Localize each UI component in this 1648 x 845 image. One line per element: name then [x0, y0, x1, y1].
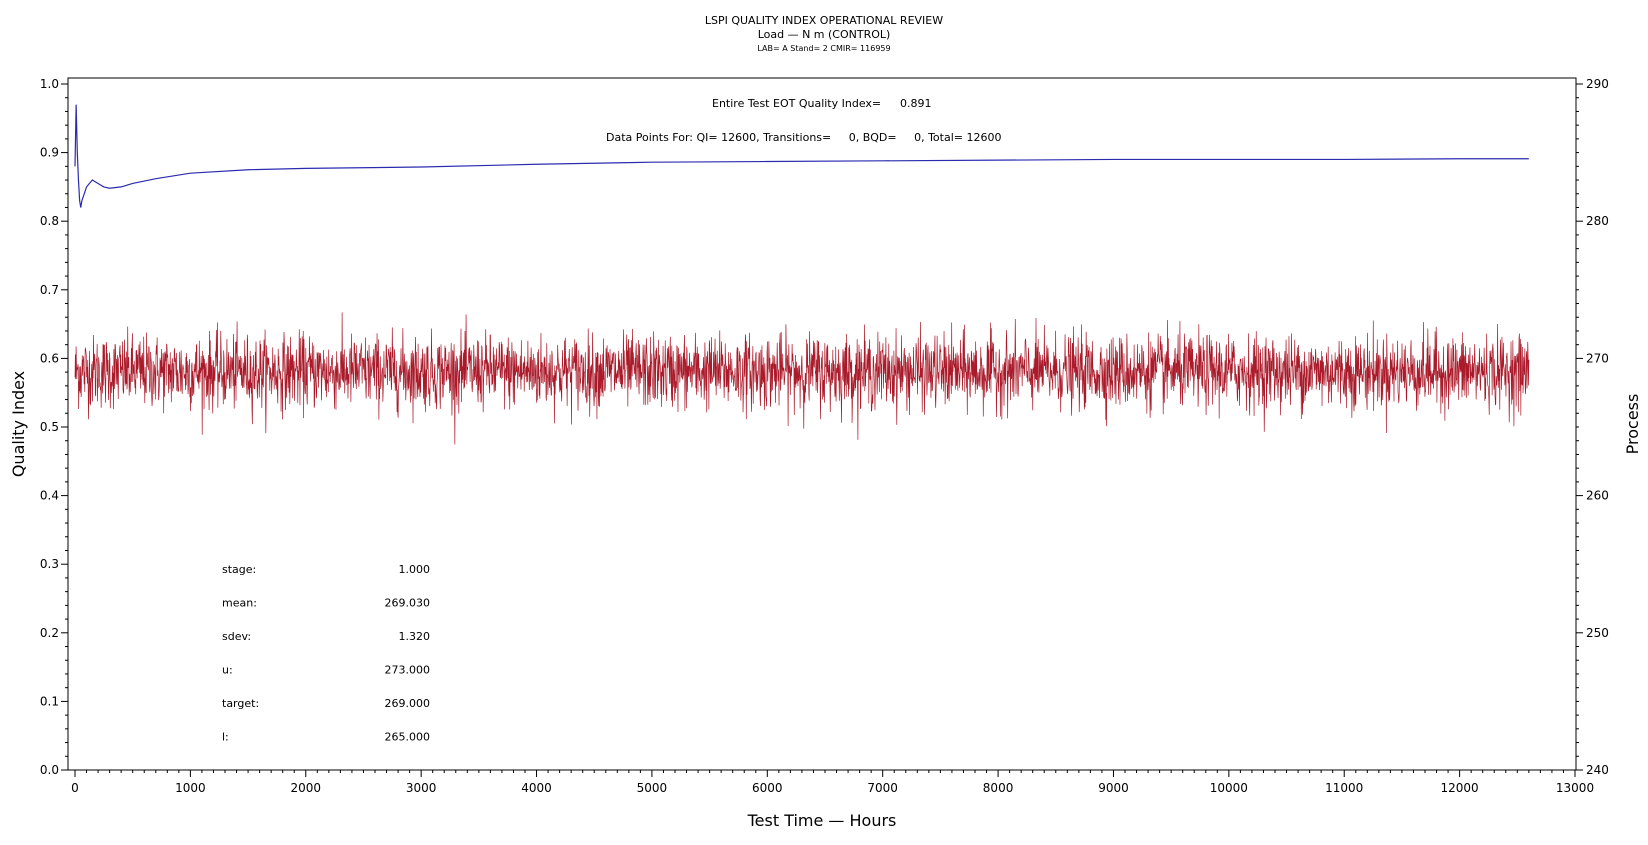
x-tick-label: 10000 — [1210, 781, 1248, 795]
y-tick-label: 0.8 — [40, 214, 59, 228]
data-points-annotation: Data Points For: QI= 12600, Transitions=… — [606, 131, 1001, 144]
x-tick-label: 13000 — [1556, 781, 1594, 795]
quality-index-series-line — [74, 104, 1529, 208]
y-tick-label: 0.0 — [40, 763, 59, 777]
stat-label: mean: — [222, 597, 257, 610]
y-tick-label: 0.5 — [40, 420, 59, 434]
stats-table: stage: 1.000 mean: 269.030 sdev: 1.320 u: 273.0… — [222, 563, 430, 744]
process-series-line — [74, 312, 1530, 445]
y2-tick-label: 270 — [1586, 351, 1609, 365]
y-tick-label: 0.6 — [40, 351, 59, 365]
x-tick-label: 2000 — [290, 781, 321, 795]
stat-value: 269.030 — [385, 597, 431, 610]
x-tick-label: 5000 — [637, 781, 668, 795]
y2-tick-label: 290 — [1586, 77, 1609, 91]
stat-label: sdev: — [222, 630, 251, 643]
y2-tick-label: 240 — [1586, 763, 1609, 777]
y-tick-label: 1.0 — [40, 77, 59, 91]
x-tick-label: 8000 — [983, 781, 1014, 795]
qi-annotation-value: 0.891 — [900, 97, 932, 110]
x-tick-label: 3000 — [406, 781, 437, 795]
axis-ticks — [61, 83, 1583, 777]
x-tick-label: 4000 — [521, 781, 552, 795]
stat-label: u: — [222, 664, 233, 677]
x-tick-label: 7000 — [867, 781, 898, 795]
x-axis-title: Test Time — Hours — [747, 811, 897, 830]
stat-label: target: — [222, 697, 259, 710]
stat-value: 273.000 — [385, 664, 431, 677]
x-tick-label: 0 — [71, 781, 79, 795]
x-tick-label: 1000 — [175, 781, 206, 795]
y-axis-title: Quality Index — [9, 371, 28, 477]
y-tick-label: 0.4 — [40, 489, 59, 503]
axis-tick-labels: 0 1000 2000 3000 4000 5000 6000 7000 8000 9000 100… — [40, 77, 1609, 795]
y2-tick-label: 250 — [1586, 626, 1609, 640]
qi-annotation-label: Entire Test EOT Quality Index= — [712, 97, 881, 110]
y-tick-label: 0.7 — [40, 283, 59, 297]
chart-subtitle: Load — N m (CONTROL) — [757, 28, 891, 41]
chart-title: LSPI QUALITY INDEX OPERATIONAL REVIEW — [704, 14, 944, 27]
y-tick-label: 0.1 — [40, 694, 59, 708]
stat-value: 269.000 — [385, 697, 431, 710]
x-tick-label: 12000 — [1441, 781, 1479, 795]
y2-tick-label: 280 — [1586, 214, 1609, 228]
x-tick-label: 9000 — [1098, 781, 1129, 795]
stat-label: stage: — [222, 563, 256, 576]
plot-frame — [67, 77, 1577, 771]
x-tick-label: 11000 — [1325, 781, 1363, 795]
stat-value: 1.320 — [399, 630, 431, 643]
y-tick-label: 0.2 — [40, 626, 59, 640]
x-tick-label: 6000 — [752, 781, 783, 795]
y2-tick-label: 260 — [1586, 489, 1609, 503]
stat-value: 265.000 — [385, 731, 431, 744]
chart-info: LAB= A Stand= 2 CMIR= 116959 — [757, 44, 891, 53]
y-tick-label: 0.3 — [40, 557, 59, 571]
y2-axis-title: Process — [1623, 394, 1642, 455]
stat-label: l: — [222, 731, 229, 744]
stat-value: 1.000 — [399, 563, 431, 576]
y-tick-label: 0.9 — [40, 146, 59, 160]
